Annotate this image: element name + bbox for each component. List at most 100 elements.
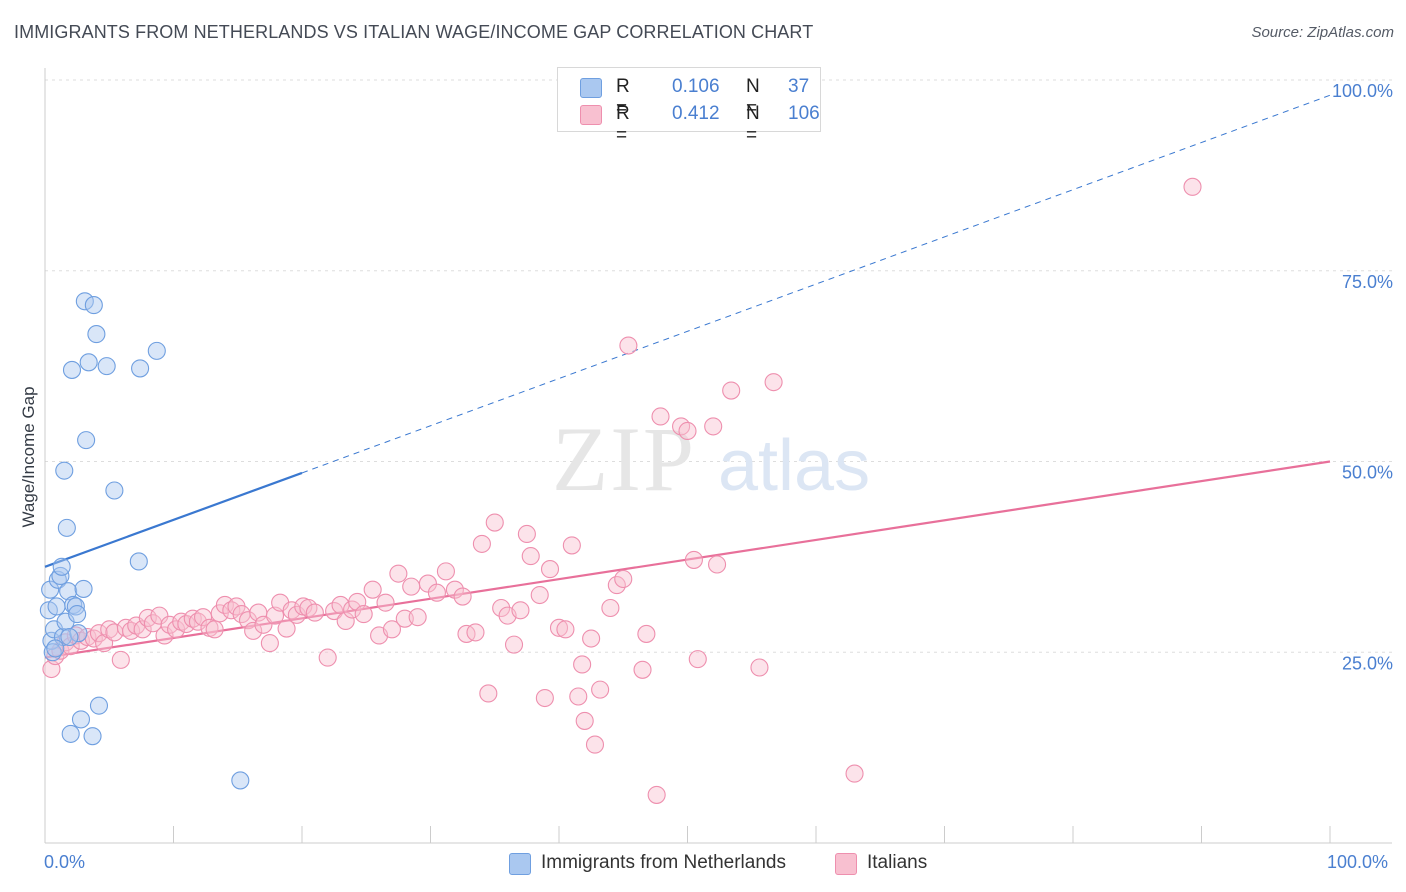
bottom-legend-swatch-netherlands (509, 853, 531, 875)
data-point-netherlands (55, 461, 74, 480)
data-point-italians (585, 735, 605, 754)
data-point-netherlands (131, 359, 150, 378)
legend-r-value: 0.412 (672, 103, 720, 124)
data-points (39, 177, 1202, 804)
data-point-italians (244, 621, 263, 640)
legend-swatch-italians (580, 105, 602, 125)
data-point-italians (1183, 177, 1202, 196)
y-axis-label: Wage/Income Gap (19, 386, 38, 527)
data-point-italians (684, 550, 703, 569)
data-point-italians (569, 687, 588, 706)
data-point-italians (453, 587, 472, 606)
data-point-italians (402, 577, 421, 596)
data-point-italians (382, 620, 402, 639)
data-point-italians (530, 585, 549, 605)
data-point-italians (540, 560, 560, 579)
axes (44, 68, 1392, 844)
data-point-italians (678, 421, 697, 441)
data-point-italians (688, 650, 707, 669)
data-point-netherlands (46, 639, 65, 658)
data-point-italians (549, 618, 569, 637)
y-tick-label: 75.0% (1342, 272, 1393, 292)
data-point-italians (138, 608, 157, 627)
data-point-netherlands (62, 360, 82, 379)
y-tick-label: 100.0% (1332, 81, 1393, 101)
trend-line-netherlands (44, 471, 303, 568)
gridlines (45, 79, 1392, 653)
data-point-italians (363, 580, 382, 599)
data-point-netherlands (105, 481, 124, 500)
data-point-netherlands (74, 579, 93, 598)
data-point-italians (133, 620, 152, 639)
watermark-zip: ZIP (552, 408, 696, 510)
data-point-italians (582, 629, 601, 648)
data-point-italians (427, 583, 446, 602)
data-point-netherlands (66, 597, 85, 616)
data-point-netherlands (60, 627, 79, 647)
data-point-netherlands (47, 597, 66, 616)
data-point-italians (614, 569, 633, 589)
data-point-italians (750, 658, 769, 677)
data-point-netherlands (57, 518, 76, 537)
data-point-italians (562, 536, 581, 555)
data-point-netherlands (89, 696, 109, 715)
data-point-netherlands (71, 710, 91, 729)
data-point-netherlands (52, 557, 71, 576)
watermark-atlas: atlas (718, 426, 870, 506)
data-point-italians (408, 608, 427, 627)
data-point-italians (122, 621, 141, 640)
data-point-italians (647, 785, 666, 804)
legend-r-value: 0.106 (672, 76, 720, 97)
data-point-italians (504, 635, 524, 654)
data-point-italians (601, 598, 620, 618)
watermark: ZIP atlas (552, 408, 870, 510)
y-tick-labels: 25.0% 50.0% 75.0% 100.0% (1332, 81, 1393, 673)
data-point-italians (535, 688, 554, 708)
data-point-italians (637, 624, 656, 643)
data-point-italians (575, 711, 594, 730)
bottom-legend-swatch-italians (835, 853, 857, 875)
data-point-netherlands (68, 605, 87, 624)
data-point-italians (305, 603, 324, 622)
data-point-netherlands (83, 727, 102, 746)
data-point-italians (376, 593, 395, 612)
data-point-italians (722, 381, 741, 400)
data-point-netherlands (231, 771, 250, 790)
data-point-netherlands (75, 292, 94, 311)
data-point-italians (318, 648, 337, 667)
data-point-netherlands (129, 552, 148, 571)
bottom-legend-label: Immigrants from Netherlands (541, 852, 786, 873)
data-point-netherlands (87, 325, 106, 344)
data-point-italians (672, 417, 691, 436)
data-point-italians (704, 417, 723, 436)
data-point-italians (845, 764, 864, 783)
data-point-italians (155, 626, 174, 645)
bottom-legend-label: Italians (867, 852, 928, 873)
legend-n-label: N = (746, 76, 760, 119)
legend-r-label: R = (616, 103, 630, 146)
data-point-netherlands (77, 431, 96, 450)
data-point-italians (277, 619, 296, 638)
data-point-italians (205, 620, 224, 639)
data-point-italians (436, 562, 455, 581)
trend-lines (44, 94, 1331, 659)
data-point-italians (466, 623, 485, 642)
trend-line-netherlands-extension (301, 94, 1331, 474)
data-point-italians (764, 373, 783, 392)
source-label: Source: ZipAtlas.com (1251, 24, 1394, 41)
data-point-netherlands (51, 566, 70, 586)
data-point-italians (111, 650, 130, 669)
legend-swatch-netherlands (580, 78, 602, 98)
legend-r-label: R = (616, 76, 630, 119)
data-point-italians (354, 605, 373, 624)
data-point-italians (492, 598, 511, 618)
data-point-italians (260, 634, 279, 653)
data-point-italians (457, 624, 476, 643)
stats-legend: R = 0.106 N = 37 R = 0.412 N = 106 (557, 67, 821, 146)
data-point-netherlands (79, 353, 98, 372)
y-tick-label: 50.0% (1342, 463, 1393, 483)
data-point-italians (633, 660, 652, 679)
data-point-italians (336, 611, 355, 631)
data-point-italians (299, 598, 318, 618)
